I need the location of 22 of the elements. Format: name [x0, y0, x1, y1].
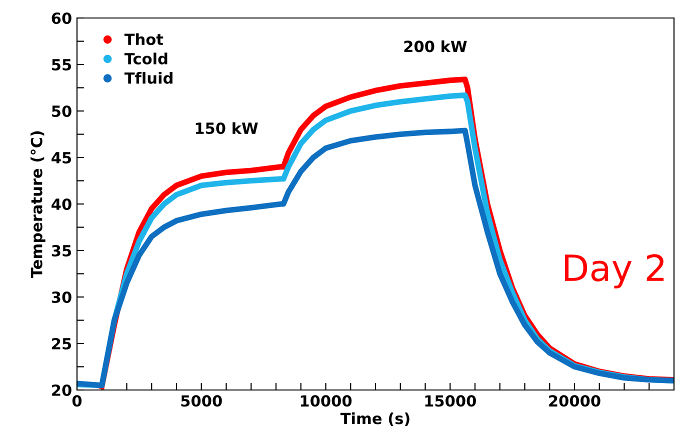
y-tick-label: 55: [52, 59, 72, 71]
y-tick-label: 20: [52, 384, 72, 396]
x-axis-title: Time (s): [340, 412, 410, 426]
x-tick-label: 20000: [549, 395, 600, 407]
y-tick-label: 60: [52, 12, 72, 24]
legend-label: Tfluid: [124, 72, 172, 84]
x-tick-label: 15000: [425, 395, 476, 407]
legend-label: Tcold: [124, 52, 168, 64]
y-tick-label: 30: [52, 291, 72, 304]
y-tick-label: 40: [52, 198, 72, 210]
y-tick-label: 35: [52, 244, 72, 257]
y-axis-title: Temperature (°C): [30, 131, 46, 278]
y-tick-label: 50: [52, 105, 72, 118]
annotation: 200 kW: [404, 40, 467, 52]
y-tick-label: 45: [52, 152, 72, 164]
annotation: Day 2: [564, 254, 664, 288]
x-tick-label: 0: [72, 395, 82, 407]
x-tick-label: 5000: [181, 395, 222, 407]
y-tick-label: 25: [52, 338, 72, 350]
x-tick-label: 10000: [300, 395, 352, 407]
annotation: 150 kW: [196, 122, 258, 134]
legend-label: Thot: [124, 33, 164, 46]
